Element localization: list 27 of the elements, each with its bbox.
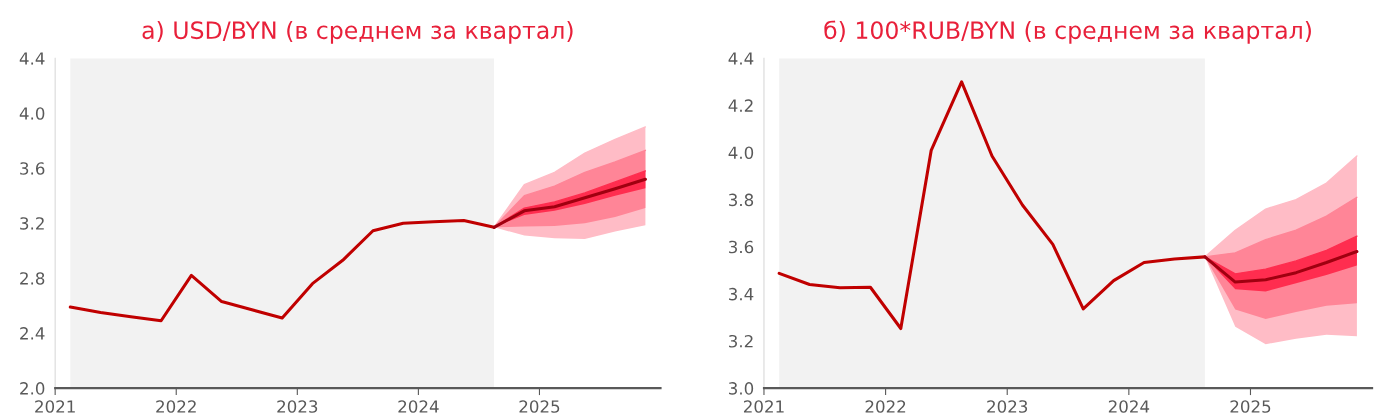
y-tick-label: 4.4 bbox=[728, 52, 754, 65]
x-tick-label: 2024 bbox=[1108, 400, 1150, 413]
y-tick-label: 2.4 bbox=[20, 327, 45, 340]
x-tick-label: 2025 bbox=[1230, 400, 1271, 413]
y-tick-label: 4.2 bbox=[728, 99, 753, 112]
y-tick-label: 3.2 bbox=[729, 334, 753, 348]
chart-title: а) USD/BYN (в среднем за квартал) bbox=[142, 20, 573, 44]
x-tick-label: 2022 bbox=[865, 400, 906, 413]
y-tick-label: 3.6 bbox=[729, 240, 754, 254]
y-tick-label: 2.0 bbox=[20, 382, 45, 395]
y-tick-label: 4.0 bbox=[728, 146, 754, 160]
y-tick-label: 4.4 bbox=[19, 52, 45, 65]
x-tick-label: 2023 bbox=[987, 400, 1028, 413]
x-tick-label: 2025 bbox=[519, 400, 560, 413]
x-tick-label: 2021 bbox=[743, 400, 784, 413]
x-tick-label: 2023 bbox=[277, 400, 318, 413]
chart-title: б) 100*RUB/BYN (в среднем за квартал) bbox=[824, 20, 1311, 44]
y-tick-label: 3.2 bbox=[20, 217, 44, 230]
y-tick-label: 3.6 bbox=[20, 162, 45, 175]
y-tick-label: 4.0 bbox=[19, 107, 45, 120]
y-tick-label: 2.8 bbox=[20, 272, 45, 285]
y-tick-label: 3.4 bbox=[729, 287, 754, 301]
x-tick-label: 2021 bbox=[35, 400, 75, 413]
y-tick-label: 3.8 bbox=[729, 193, 754, 207]
x-tick-label: 2022 bbox=[156, 400, 196, 413]
y-tick-label: 3.0 bbox=[729, 382, 754, 395]
x-tick-label: 2024 bbox=[398, 400, 439, 413]
